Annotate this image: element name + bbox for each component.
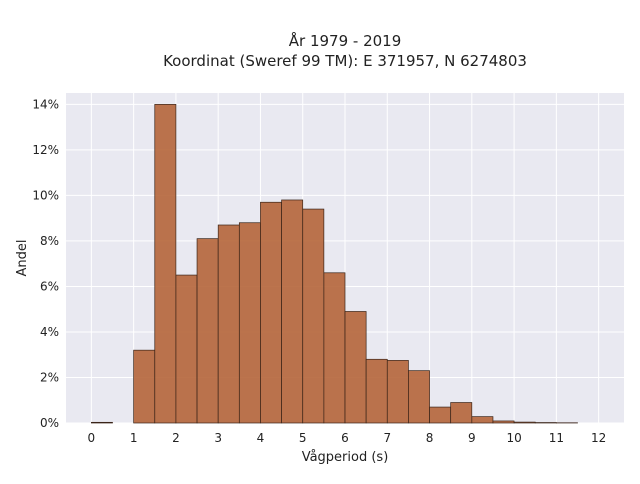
y-tick-label: 8% [40,234,59,248]
histogram-bar [155,104,176,423]
y-tick-label: 10% [32,188,59,202]
y-axis-ticks: 0% 2% 4% 6% 8% 10% 12% 14% [32,97,59,430]
histogram-bar [345,311,366,423]
histogram-bar [218,225,239,423]
histogram-bar [451,403,472,423]
x-tick-label: 4 [257,431,265,445]
histogram-bar [324,273,345,423]
histogram-bar [91,422,112,423]
y-tick-label: 12% [32,143,59,157]
y-tick-label: 2% [40,370,59,384]
y-tick-label: 4% [40,325,59,339]
histogram-bar [303,209,324,423]
x-tick-label: 11 [549,431,564,445]
chart-title-line2: Koordinat (Sweref 99 TM): E 371957, N 62… [163,52,527,70]
y-tick-label: 6% [40,279,59,293]
x-tick-label: 10 [506,431,521,445]
y-tick-label: 0% [40,416,59,430]
chart-title-line1: År 1979 - 2019 [289,31,402,50]
histogram-bar [408,371,429,423]
x-tick-label: 6 [341,431,349,445]
x-tick-label: 0 [88,431,96,445]
histogram-bar [493,421,514,423]
histogram-bar [134,350,155,423]
histogram-bar [366,359,387,423]
histogram-bar [514,422,535,423]
histogram-bar [176,275,197,423]
y-axis-label: Andel [15,240,30,277]
x-tick-label: 8 [426,431,434,445]
x-tick-label: 3 [214,431,222,445]
x-tick-label: 7 [383,431,391,445]
x-tick-label: 1 [130,431,138,445]
x-tick-label: 5 [299,431,307,445]
x-axis-label: Vågperiod (s) [302,450,389,465]
histogram-bar [239,223,260,423]
y-tick-label: 14% [32,97,59,111]
histogram-bar [282,200,303,423]
x-tick-label: 2 [172,431,180,445]
histogram-bar [430,407,451,423]
x-tick-label: 12 [591,431,606,445]
histogram-bar [472,417,493,423]
histogram-bar [387,360,408,423]
histogram-bar [197,239,218,423]
x-tick-label: 9 [468,431,476,445]
histogram-bar [260,202,281,423]
